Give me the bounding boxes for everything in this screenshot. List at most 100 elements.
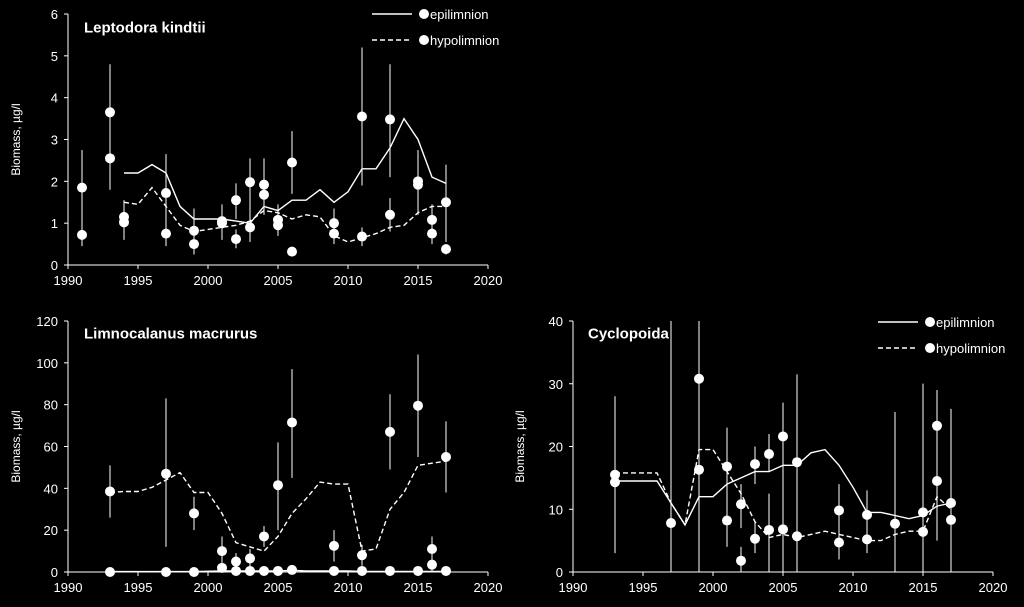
chart-title: Cyclopoida (588, 325, 670, 342)
y-axis-label: Biomass, µg/l (9, 103, 23, 175)
data-point (427, 559, 437, 570)
data-point (792, 531, 802, 542)
x-tick-label: 1990 (559, 580, 588, 595)
data-point (273, 480, 283, 491)
x-tick-label: 2020 (474, 273, 503, 288)
data-point (862, 534, 872, 545)
x-tick-label: 1995 (629, 580, 658, 595)
data-point (427, 543, 437, 554)
x-tick-label: 2010 (334, 580, 363, 595)
data-point (666, 518, 676, 529)
y-tick-label: 3 (51, 133, 58, 148)
data-point (764, 524, 774, 535)
x-tick-label: 1995 (124, 580, 153, 595)
data-point (918, 526, 928, 537)
data-point (441, 244, 451, 255)
data-point (161, 188, 171, 199)
panel-leptodora: 0 1 2 3 4 5 6 1990 1995 2000 2005 2010 2015 2020 Bioma… (9, 7, 502, 288)
data-point (427, 214, 437, 225)
y-tick-label: 40 (44, 481, 58, 496)
data-point (231, 234, 241, 245)
y-tick-label: 1 (51, 216, 58, 231)
data-point (273, 565, 283, 576)
x-tick-label: 2015 (909, 580, 938, 595)
data-point (231, 565, 241, 576)
data-point (287, 246, 297, 257)
data-point (946, 497, 956, 508)
data-point (161, 567, 171, 577)
data-point (245, 222, 255, 233)
y-axis-label: Biomass, µg/l (9, 410, 23, 482)
data-point (329, 565, 339, 576)
data-point (357, 550, 367, 561)
data-point (862, 509, 872, 520)
y-tick-label: 0 (51, 258, 58, 273)
x-tick-label: 2010 (839, 580, 868, 595)
data-point (105, 153, 115, 164)
data-point (694, 464, 704, 475)
data-point (722, 461, 732, 472)
data-point (259, 179, 269, 190)
y-tick-label: 80 (44, 398, 58, 413)
legend-label-hypolimnion: hypolimnion (430, 33, 499, 48)
legend-marker-epilimnion (925, 317, 935, 327)
data-point (427, 228, 437, 239)
data-point (231, 556, 241, 567)
data-point (385, 565, 395, 576)
data-point (694, 373, 704, 384)
data-point (77, 182, 87, 193)
y-tick-label: 100 (36, 356, 58, 371)
x-tick-label: 2005 (264, 580, 293, 595)
data-point (231, 195, 241, 206)
data-point (189, 239, 199, 250)
data-point (441, 451, 451, 462)
data-point (161, 228, 171, 239)
y-tick-label: 0 (556, 565, 563, 580)
x-tick-label: 2000 (699, 580, 728, 595)
data-point (932, 420, 942, 431)
data-point (245, 565, 255, 576)
data-point (119, 217, 129, 228)
chart-title: Limnocalanus macrurus (84, 325, 257, 342)
data-point (385, 426, 395, 437)
data-point (736, 499, 746, 510)
data-point (105, 486, 115, 497)
x-tick-label: 2000 (194, 273, 223, 288)
x-tick-label: 1995 (124, 273, 153, 288)
x-tick-label: 1990 (54, 273, 83, 288)
data-point (245, 553, 255, 564)
data-point (77, 229, 87, 240)
legend-marker-hypolimnion (419, 35, 429, 45)
y-tick-label: 6 (51, 7, 58, 22)
series-line-hypolimnion (123, 186, 446, 243)
data-point (105, 107, 115, 118)
legend-label-epilimnion: epilimnion (936, 315, 995, 330)
data-point (287, 417, 297, 428)
data-point (273, 220, 283, 231)
legend-marker-epilimnion (419, 9, 429, 19)
data-point (413, 565, 423, 576)
x-tick-label: 2020 (979, 580, 1008, 595)
series-line-epilimnion (110, 569, 446, 573)
y-tick-label: 30 (549, 377, 563, 392)
y-tick-label: 60 (44, 440, 58, 455)
data-point (918, 507, 928, 518)
data-point (834, 505, 844, 516)
data-point (778, 524, 788, 535)
data-point (245, 177, 255, 188)
y-tick-label: 10 (549, 502, 563, 517)
data-point (778, 431, 788, 442)
panel-limnocalanus: 0 20 40 60 80 100 120 1990 1995 2000 2005 2010 2015 2… (9, 314, 502, 595)
data-point (287, 157, 297, 168)
data-point (722, 515, 732, 526)
data-point (441, 565, 451, 576)
data-point (834, 537, 844, 548)
data-point (259, 189, 269, 200)
data-point (413, 400, 423, 411)
data-point (610, 477, 620, 488)
data-point (189, 567, 199, 577)
data-point (736, 555, 746, 566)
y-tick-label: 40 (549, 314, 563, 329)
data-point (217, 218, 227, 229)
